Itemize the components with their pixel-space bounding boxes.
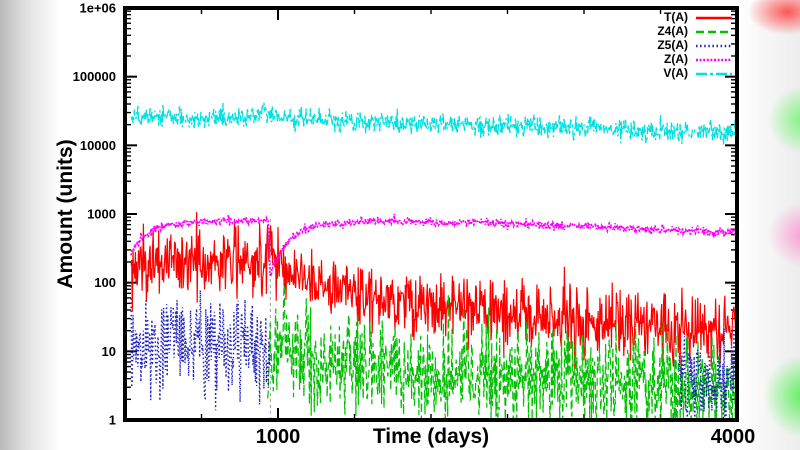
- legend-label: Z5(A): [657, 38, 688, 52]
- series-za: [130, 213, 738, 277]
- series-z5a: [130, 290, 271, 411]
- legend-line-sample: [696, 16, 732, 19]
- plot-frame: [123, 6, 739, 422]
- legend-item: V(A): [657, 67, 733, 80]
- legend-line-sample: [696, 58, 732, 61]
- background-right-color-blobs: [737, 0, 800, 450]
- y-tick-label: 1000: [87, 207, 116, 222]
- legend-item: Z4(A): [657, 25, 733, 38]
- legend-label: T(A): [664, 10, 688, 24]
- x-tick-label: 1000: [256, 426, 301, 448]
- series-z4a: [267, 284, 738, 421]
- y-tick-label: 1: [109, 413, 116, 428]
- x-tick-label: 4000: [711, 426, 756, 448]
- legend-label: Z(A): [664, 52, 688, 66]
- background-left-gradient: [0, 0, 60, 450]
- series-ta: [130, 212, 738, 369]
- series-z5a: [678, 326, 738, 420]
- legend-label: V(A): [663, 66, 688, 80]
- y-tick-label: 100: [94, 275, 116, 290]
- y-tick-label: 10: [102, 344, 116, 359]
- y-tick-label: 100000: [73, 69, 116, 84]
- legend-line-sample: [696, 72, 732, 75]
- legend-item: T(A): [657, 11, 733, 24]
- y-tick-label: 1e+06: [79, 1, 116, 16]
- y-axis-label: Amount (units): [54, 139, 77, 288]
- chart-legend: T(A) Z4(A) Z5(A) Z(A) V(A): [657, 11, 733, 80]
- legend-item: Z(A): [657, 53, 733, 66]
- legend-item: Z5(A): [657, 39, 733, 52]
- series-va: [130, 99, 738, 145]
- legend-label: Z4(A): [657, 24, 688, 38]
- legend-line-sample: [696, 44, 732, 47]
- legend-line-sample: [696, 30, 732, 33]
- y-tick-label: 10000: [80, 138, 116, 153]
- x-axis-label: Time (days): [373, 425, 489, 448]
